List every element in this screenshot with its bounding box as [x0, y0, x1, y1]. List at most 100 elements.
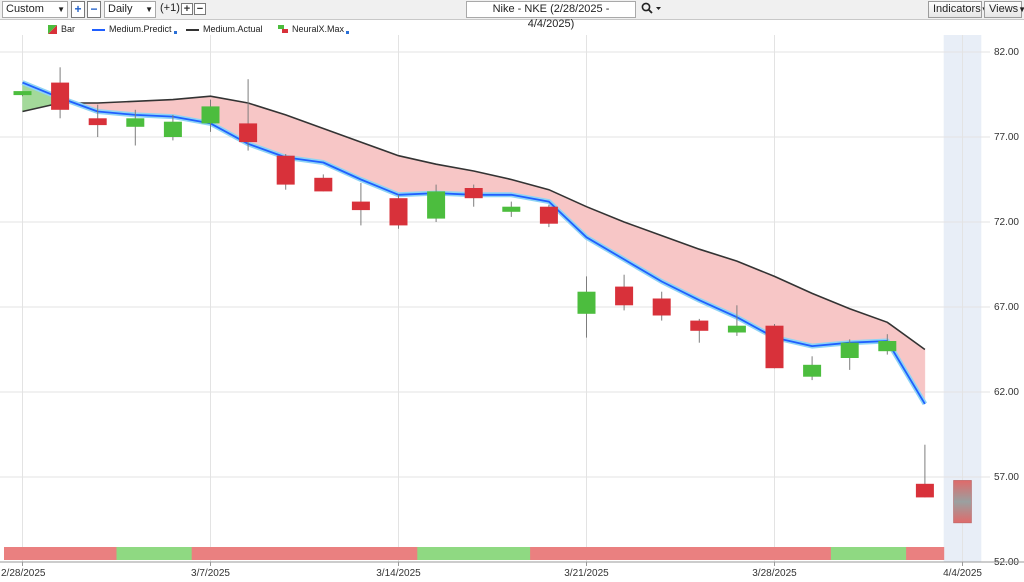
toolbar: Custom ▼ + − Daily ▼ (+1) + − Nike - NKE… — [0, 0, 1024, 30]
interval-select-value: Daily — [108, 3, 133, 15]
candle — [840, 339, 859, 370]
zoom-in-button[interactable]: + — [71, 1, 85, 18]
candle — [201, 99, 220, 132]
x-tick-label: 2/28/2025 — [1, 568, 46, 579]
x-tick-label: 3/28/2025 — [752, 568, 797, 579]
candle-body — [239, 123, 258, 143]
y-tick-label: 57.00 — [994, 472, 1019, 483]
candle — [88, 104, 107, 137]
candle — [314, 174, 333, 192]
candle — [727, 305, 746, 336]
chart-title-field[interactable]: Nike - NKE (2/28/2025 - 4/4/2025) — [466, 1, 636, 30]
legend-label: Medium.Predict — [109, 24, 172, 34]
candle-body — [615, 286, 634, 306]
y-tick-label: 72.00 — [994, 217, 1019, 228]
legend-item-medium-actual[interactable]: Medium.Actual — [186, 24, 263, 34]
candle-body — [88, 118, 107, 126]
range-select[interactable]: Custom ▼ — [2, 1, 68, 18]
signal-segment — [680, 547, 719, 560]
candle-body — [13, 91, 32, 96]
indicators-button-label: Indicators — [933, 3, 981, 15]
candle — [126, 109, 145, 146]
signal-segment — [454, 547, 493, 560]
signal-segment — [304, 547, 343, 560]
x-tick-label: 3/14/2025 — [376, 568, 421, 579]
range-select-value: Custom — [6, 3, 44, 15]
views-button[interactable]: Views▼ — [984, 1, 1024, 18]
candle — [803, 356, 822, 381]
candle — [351, 182, 370, 226]
signal-segment — [41, 547, 80, 560]
candle-body — [276, 155, 295, 185]
legend-item-bar[interactable]: Bar — [48, 24, 75, 35]
zoom-out-button[interactable]: − — [87, 1, 101, 18]
y-tick-label: 77.00 — [994, 132, 1019, 143]
signal-segment — [229, 547, 268, 560]
legend-item-neuralx-max[interactable]: NeuralX.Max — [278, 24, 350, 35]
candle-body — [765, 325, 784, 369]
offset-increase-button[interactable]: + — [181, 3, 193, 15]
candle-body — [652, 298, 671, 316]
offset-decrease-button[interactable]: − — [194, 3, 206, 15]
signal-segment — [906, 547, 945, 560]
candle — [652, 291, 671, 321]
x-axis: 2/28/2025 3/7/2025 3/14/2025 3/21/2025 3/28/… — [1, 562, 982, 579]
candle-body — [840, 342, 859, 358]
candle — [577, 276, 596, 338]
prediction-band — [22, 82, 926, 405]
y-tick-label: 82.00 — [994, 47, 1019, 58]
candle-body — [126, 118, 145, 127]
neuralx-icon — [278, 25, 288, 34]
settings-dot-icon[interactable] — [173, 31, 177, 34]
y-tick-label: 67.00 — [994, 302, 1019, 313]
minus-icon: − — [196, 3, 204, 15]
candle — [239, 79, 258, 151]
medium-actual-line — [22, 95, 926, 351]
views-button-label: Views — [989, 3, 1019, 15]
signal-segment — [4, 547, 42, 560]
search-button[interactable] — [640, 1, 664, 18]
signal-segment — [154, 547, 193, 560]
candle — [51, 67, 70, 119]
x-tick-label: 4/4/2025 — [943, 568, 982, 579]
y-tick-label: 62.00 — [994, 387, 1019, 398]
signal-segment — [379, 547, 418, 560]
candle — [690, 318, 709, 343]
candle — [389, 194, 408, 229]
search-icon — [641, 2, 661, 14]
legend-item-medium-predict[interactable]: Medium.Predict — [92, 24, 177, 34]
indicators-button[interactable]: Indicators▼ — [928, 1, 989, 18]
candle — [276, 154, 295, 190]
candle — [765, 324, 784, 369]
legend-label: Medium.Actual — [203, 24, 263, 34]
candle-body — [464, 188, 483, 199]
signal-segment — [266, 547, 305, 560]
signal-segment — [868, 547, 907, 560]
candle — [427, 184, 446, 222]
signal-segment — [567, 547, 606, 560]
signal-segment — [755, 547, 794, 560]
interval-select[interactable]: Daily ▼ — [104, 1, 156, 18]
candle — [878, 334, 897, 355]
medium-predict-glow — [21, 80, 928, 406]
signal-segment — [530, 547, 569, 560]
signal-segment — [492, 547, 531, 560]
candle — [464, 184, 483, 207]
legend-label: NeuralX.Max — [292, 24, 345, 34]
plus-icon: + — [183, 3, 191, 15]
candle-body — [915, 483, 934, 498]
signal-segment — [191, 547, 230, 560]
candle — [163, 114, 182, 141]
medium-predict-line — [22, 81, 926, 405]
candle — [539, 205, 558, 228]
settings-dot-icon[interactable] — [346, 31, 350, 35]
candle — [915, 444, 934, 498]
x-tick-label: 3/7/2025 — [191, 568, 230, 579]
line-swatch-icon — [186, 28, 199, 31]
signal-segment — [642, 547, 681, 560]
candle-body — [502, 206, 521, 212]
candlestick-series — [13, 67, 972, 524]
x-tick-label: 3/21/2025 — [564, 568, 609, 579]
